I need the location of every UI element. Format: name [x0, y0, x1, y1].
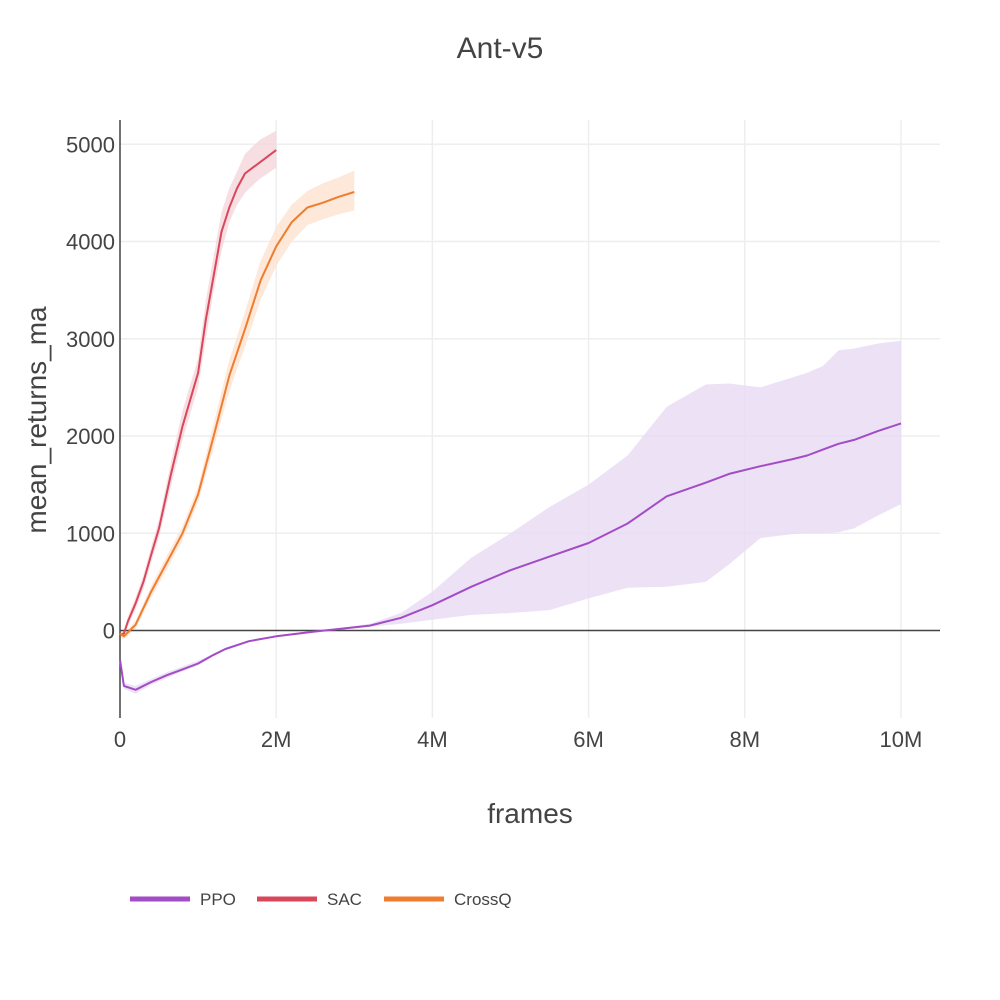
- y-tick-label: 4000: [66, 230, 115, 255]
- x-tick-label: 8M: [729, 727, 760, 752]
- y-tick-label: 3000: [66, 327, 115, 352]
- y-tick-label: 0: [103, 618, 115, 643]
- chart-title: Ant-v5: [457, 32, 544, 65]
- series-lines: [119, 149, 902, 691]
- confidence-bands: [120, 130, 901, 694]
- sac-line: [119, 149, 277, 637]
- x-tick-label: 6M: [573, 727, 604, 752]
- legend: PPO SAC CrossQ: [130, 890, 512, 909]
- y-tick-label: 5000: [66, 132, 115, 157]
- legend-label-ppo: PPO: [200, 890, 236, 909]
- sac-band: [120, 130, 277, 639]
- legend-label-crossq: CrossQ: [454, 890, 512, 909]
- crossq-line: [119, 191, 355, 638]
- y-tick-label: 1000: [66, 521, 115, 546]
- x-tick-label: 10M: [880, 727, 923, 752]
- x-axis-title: frames: [487, 798, 573, 829]
- legend-label-sac: SAC: [327, 890, 362, 909]
- ppo-band: [120, 340, 901, 694]
- y-tick-label: 2000: [66, 424, 115, 449]
- ppo-line: [119, 422, 902, 691]
- x-tick-label: 0: [114, 727, 126, 752]
- x-tick-labels: 0 2M 4M 6M 8M 10M: [114, 727, 922, 752]
- y-axis-title: mean_returns_ma: [21, 306, 52, 534]
- x-tick-label: 2M: [261, 727, 292, 752]
- x-tick-label: 4M: [417, 727, 448, 752]
- y-tick-labels: 0 1000 2000 3000 4000 5000: [66, 132, 115, 643]
